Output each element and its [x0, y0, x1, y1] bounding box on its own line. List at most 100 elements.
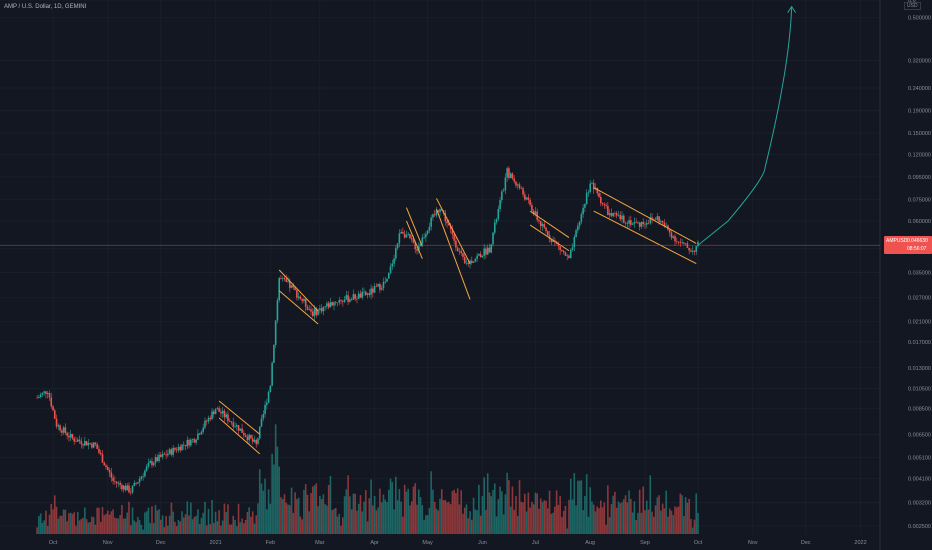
- volume-bar: [297, 497, 300, 534]
- volume-bar: [292, 512, 295, 534]
- candle-body: [425, 234, 427, 238]
- volume-bar: [78, 520, 81, 534]
- volume-bar: [350, 509, 353, 534]
- volume-bar: [80, 519, 83, 534]
- candle-body: [105, 465, 107, 468]
- candle-body: [486, 247, 489, 255]
- candle-body: [384, 281, 387, 283]
- candle-body: [112, 477, 114, 481]
- candle-body: [292, 285, 295, 288]
- candle-body: [288, 281, 291, 288]
- x-tick-label: May: [422, 540, 433, 546]
- candle-body: [154, 457, 157, 464]
- volume-bar: [566, 528, 569, 534]
- volume-bar: [386, 501, 388, 534]
- currency-badge[interactable]: USD: [904, 2, 921, 10]
- volume-bar: [336, 516, 339, 534]
- volume-bar: [175, 526, 178, 534]
- candle-body: [310, 309, 312, 312]
- volume-bar: [400, 501, 402, 534]
- volume-bar: [320, 499, 323, 534]
- volume-bar: [395, 476, 397, 534]
- y-tick-label: 0.006500: [908, 432, 931, 438]
- volume-bar: [633, 501, 636, 534]
- volume-bar: [554, 506, 556, 534]
- candle-body: [135, 482, 137, 484]
- volume-bar: [172, 511, 174, 534]
- volume-bar: [101, 507, 104, 534]
- volume-bar: [195, 515, 197, 534]
- volume-bar: [117, 518, 120, 534]
- candle-body: [472, 261, 475, 263]
- candle-body: [377, 284, 379, 287]
- candle-body: [345, 295, 348, 300]
- volume-bar: [555, 490, 558, 534]
- candle-body: [423, 237, 425, 238]
- volume-bar: [274, 424, 277, 534]
- candle-body: [36, 397, 38, 399]
- volume-bar: [345, 489, 348, 534]
- candle-body: [428, 226, 431, 231]
- volume-bar: [264, 478, 266, 534]
- volume-bar: [144, 512, 146, 534]
- volume-bar: [216, 521, 219, 534]
- volume-bar: [235, 526, 238, 534]
- candle-body: [41, 392, 44, 395]
- candle-body: [656, 216, 659, 220]
- volume-bar: [299, 516, 302, 534]
- volume-bar: [403, 484, 406, 534]
- volume-bar: [75, 525, 77, 534]
- volume-bar: [409, 505, 411, 534]
- volume-bar: [430, 471, 432, 534]
- price-tag-symbol: AMPUSD: [886, 238, 908, 244]
- volume-bar: [327, 485, 330, 534]
- candle-body: [57, 425, 60, 427]
- candle-body: [645, 223, 648, 225]
- y-tick-label: 0.095000: [908, 175, 931, 181]
- candle-body: [260, 418, 263, 427]
- candle-body: [585, 192, 588, 205]
- y-tick-label: 0.060000: [908, 219, 931, 225]
- candle-body: [186, 439, 189, 447]
- candle-body: [462, 253, 464, 257]
- volume-bar: [154, 504, 157, 534]
- candle-body: [654, 219, 657, 220]
- volume-bar: [262, 490, 265, 534]
- candle-body: [274, 320, 277, 345]
- candle-body: [532, 210, 535, 215]
- volume-bar: [635, 519, 637, 534]
- candle-body: [453, 234, 455, 241]
- volume-bar: [205, 525, 208, 534]
- candle-body: [368, 293, 371, 295]
- volume-bar: [506, 472, 508, 534]
- candle-body: [177, 446, 180, 451]
- volume-bar: [645, 500, 648, 534]
- volume-bar: [495, 516, 498, 534]
- candle-body: [338, 300, 341, 303]
- volume-bar: [61, 515, 63, 534]
- candle-body: [76, 439, 79, 442]
- candle-body: [478, 253, 480, 256]
- candle-body: [205, 420, 208, 422]
- candle-body: [144, 470, 146, 477]
- volume-bar: [479, 515, 482, 534]
- volume-bar: [84, 507, 86, 534]
- candle-body: [495, 219, 498, 223]
- volume-bar: [280, 497, 282, 534]
- volume-bar: [296, 499, 298, 534]
- candle-body: [684, 243, 687, 244]
- volume-bar: [359, 495, 362, 534]
- candle-body: [53, 410, 56, 419]
- candle-body: [243, 432, 245, 436]
- channel-upper-line: [405, 207, 423, 247]
- volume-bar: [543, 500, 546, 534]
- candle-body: [592, 182, 595, 190]
- volume-bar: [52, 509, 54, 534]
- volume-bar: [649, 475, 652, 534]
- y-tick-label: 0.002500: [908, 524, 931, 530]
- volume-bar: [384, 499, 387, 534]
- candle-body: [131, 485, 134, 493]
- volume-bar: [91, 516, 93, 534]
- volume-bar: [497, 499, 500, 534]
